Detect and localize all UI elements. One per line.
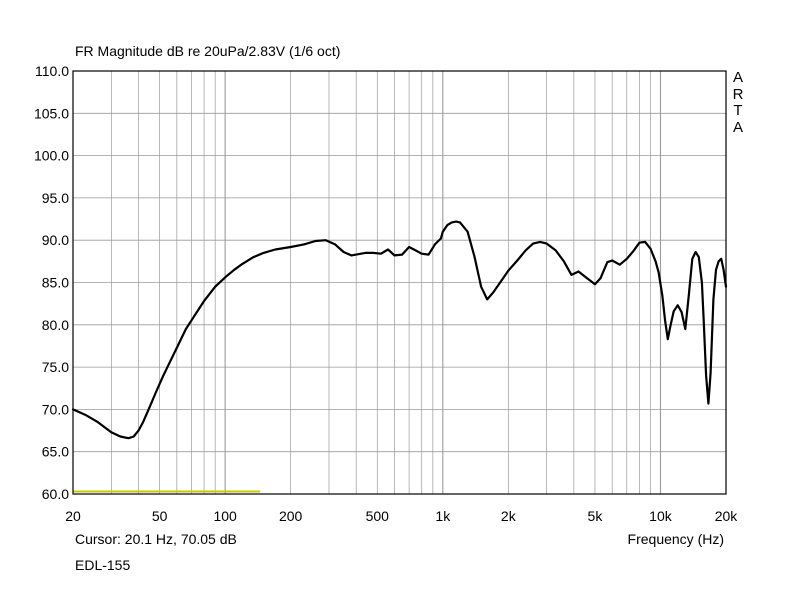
- y-tick-label: 100.0: [34, 148, 69, 164]
- chart-title: FR Magnitude dB re 20uPa/2.83V (1/6 oct): [75, 43, 341, 59]
- arta-letter-t: T: [733, 102, 743, 119]
- y-tick-label: 75.0: [42, 359, 69, 375]
- cursor-readout: Cursor: 20.1 Hz, 70.05 dB: [75, 531, 237, 547]
- grid: [73, 71, 726, 494]
- y-tick-label: 85.0: [42, 275, 69, 291]
- response-curve-0: [71, 220, 728, 440]
- y-tick-label: 60.0: [42, 486, 69, 502]
- device-label: EDL-155: [75, 557, 131, 573]
- arta-letter-a1: A: [732, 69, 743, 86]
- x-tick-label: 5k: [588, 508, 604, 524]
- x-tick-label: 20k: [715, 508, 739, 524]
- y-tick-label: 105.0: [34, 105, 69, 121]
- x-tick-labels: 20 50 100 200 500 1k 2k 5k 10k 20k: [65, 508, 738, 524]
- arta-brand: A R T A: [731, 69, 745, 136]
- y-tick-label: 70.0: [42, 401, 69, 417]
- x-tick-label: 10k: [649, 508, 673, 524]
- arta-letter-a2: A: [732, 118, 743, 136]
- x-tick-label: 2k: [501, 508, 517, 524]
- y-tick-label: 90.0: [42, 232, 69, 248]
- series-layer: [71, 220, 728, 440]
- x-tick-label: 200: [279, 508, 303, 524]
- y-tick-labels: 60.0 65.0 70.0 75.0 80.0 85.0 90.0 95.0 100.0 105…: [34, 63, 69, 502]
- x-tick-label: 1k: [435, 508, 451, 524]
- y-tick-label: 65.0: [42, 444, 69, 460]
- y-tick-label: 110.0: [35, 63, 69, 79]
- x-tick-label: 100: [213, 508, 237, 524]
- x-axis-label: Frequency (Hz): [627, 531, 724, 547]
- plot-frame: [72, 70, 727, 495]
- y-tick-label: 95.0: [42, 190, 69, 206]
- x-tick-label: 500: [366, 508, 390, 524]
- arta-letter-r: R: [732, 85, 744, 103]
- x-tick-label: 50: [152, 508, 168, 524]
- y-tick-label: 80.0: [42, 317, 69, 333]
- x-tick-label: 20: [65, 508, 81, 524]
